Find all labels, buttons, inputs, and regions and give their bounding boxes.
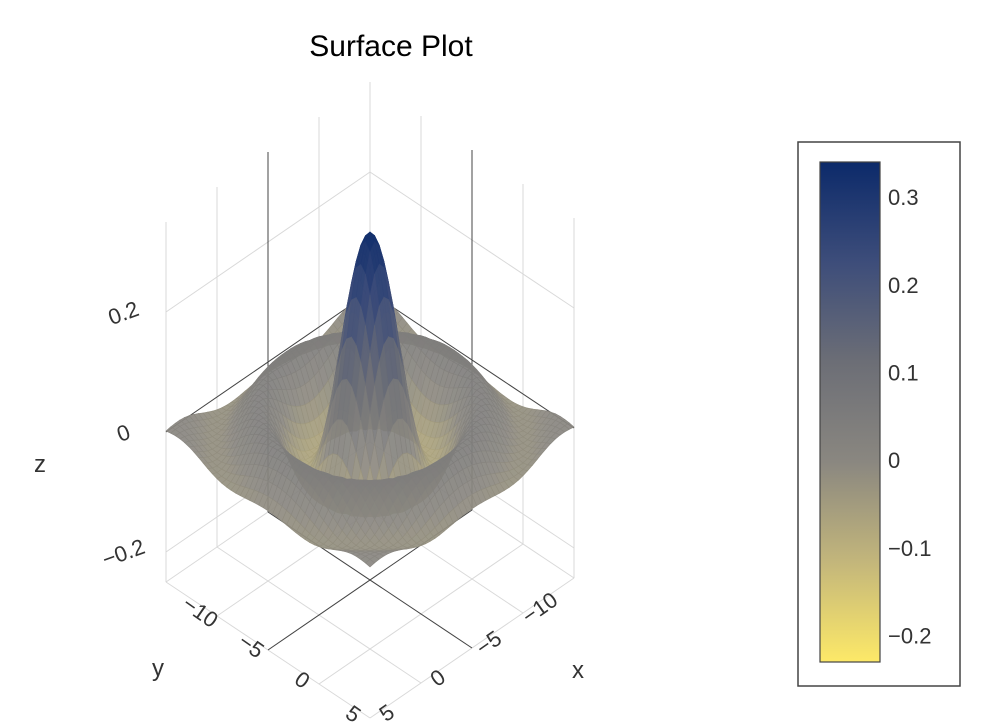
x-axis-label: x <box>572 657 584 684</box>
colorbar: 0.3 0.2 0.1 0 −0.1 −0.2 <box>797 141 961 687</box>
z-axis-label: z <box>34 451 46 478</box>
colorbar-ticks: 0.3 0.2 0.1 0 −0.1 −0.2 <box>888 185 931 649</box>
surface-mesh <box>165 231 575 568</box>
colorbar-tick-label: −0.2 <box>888 624 931 649</box>
plot-scene[interactable] <box>165 82 575 719</box>
chart-title: Surface Plot <box>309 30 473 63</box>
x-tick-label: −10 <box>178 591 223 633</box>
colorbar-tick-label: 0.1 <box>888 361 919 386</box>
y-tick-label: −10 <box>517 587 562 629</box>
colorbar-tick-label: 0 <box>888 448 900 473</box>
x-tick-label: 5 <box>341 700 365 724</box>
z-tick-label: 0.2 <box>105 296 142 330</box>
y-tick-label: −5 <box>471 625 506 660</box>
y-tick-label: 0 <box>426 664 450 692</box>
colorbar-tick-label: −0.1 <box>888 536 931 561</box>
colorbar-gradient <box>819 161 881 663</box>
y-tick-label: 5 <box>375 699 399 724</box>
y-axis-label: y <box>152 655 164 682</box>
z-tick-label: 0 <box>113 419 133 447</box>
x-tick-label: 0 <box>290 666 314 694</box>
x-tick-label: −5 <box>234 628 269 663</box>
colorbar-tick-label: 0.2 <box>888 273 919 298</box>
surface-patch <box>364 558 376 568</box>
z-tick-label: −0.2 <box>99 534 148 572</box>
colorbar-tick-label: 0.3 <box>888 185 919 210</box>
